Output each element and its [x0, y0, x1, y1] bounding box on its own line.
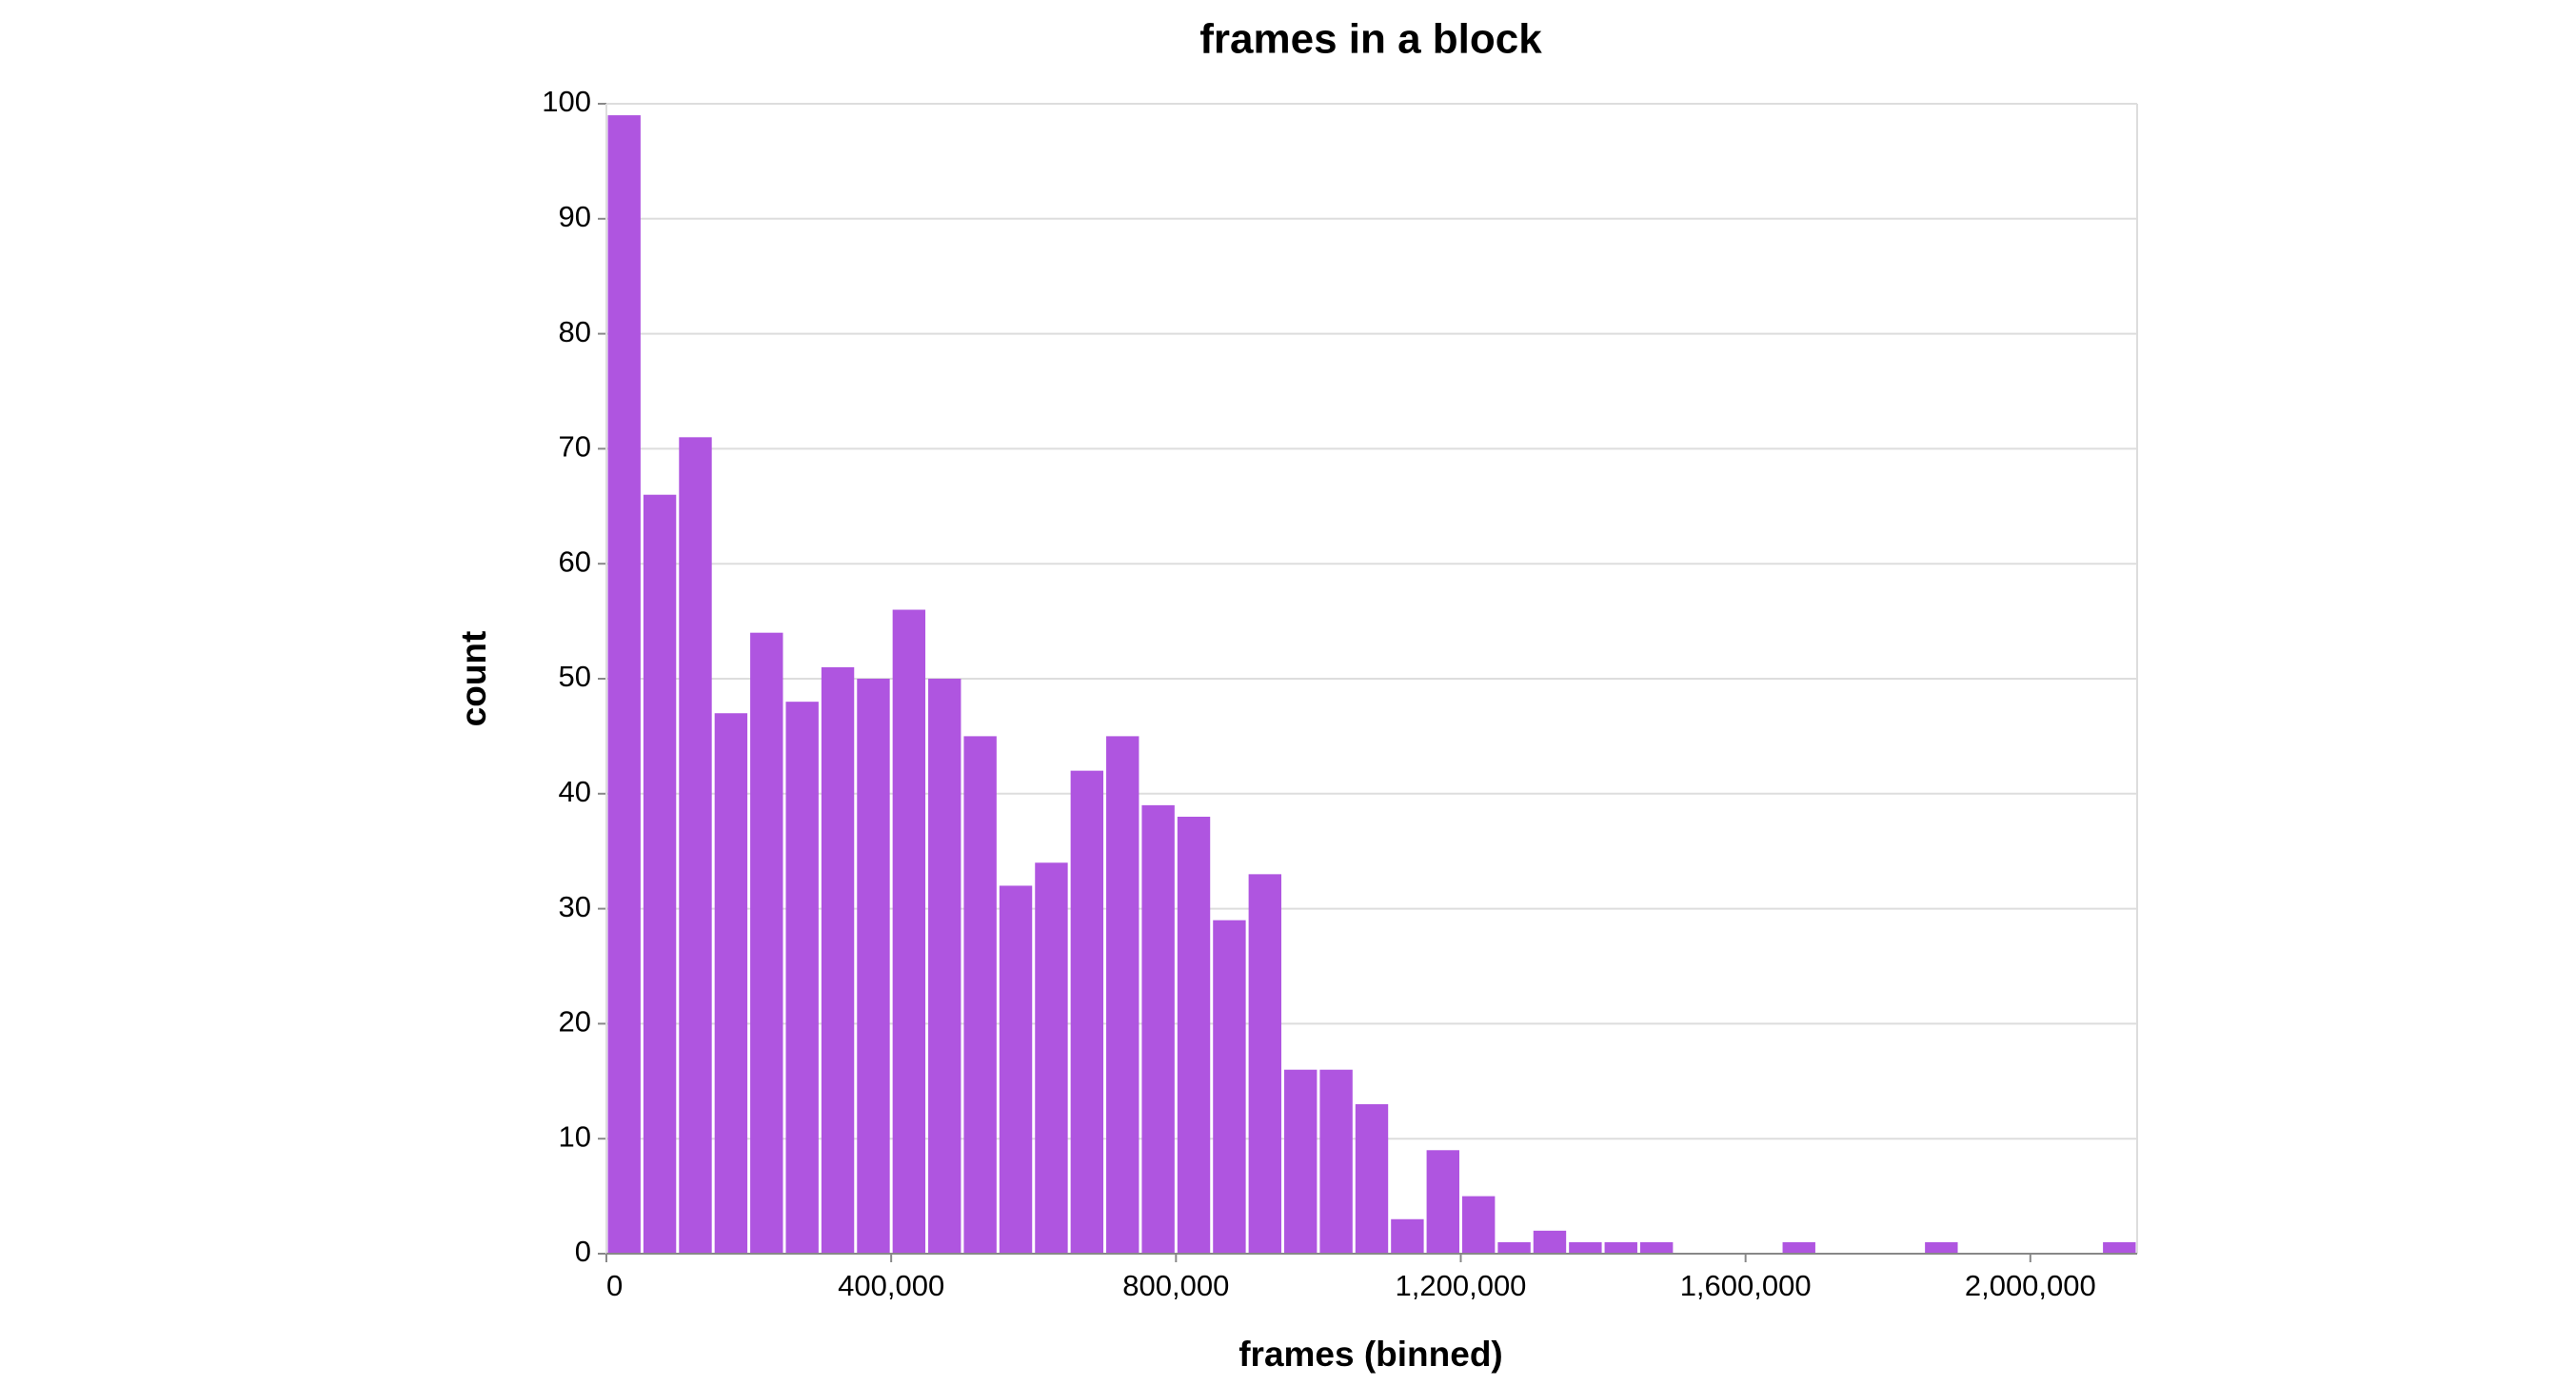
- bar: [1035, 862, 1068, 1254]
- bar: [1569, 1241, 1602, 1254]
- bar: [679, 437, 712, 1254]
- bar: [1355, 1103, 1389, 1254]
- bar: [714, 713, 748, 1254]
- bar: [1248, 874, 1282, 1254]
- bar: [892, 609, 926, 1254]
- y-tick-label: 70: [559, 430, 591, 464]
- bar: [1177, 816, 1211, 1254]
- bar: [857, 679, 890, 1254]
- bar: [928, 679, 961, 1254]
- bar: [1426, 1150, 1459, 1254]
- y-tick-label: 60: [559, 544, 591, 578]
- y-tick-label: 100: [542, 85, 591, 118]
- y-tick-label: 40: [559, 775, 591, 808]
- bar: [1497, 1241, 1531, 1254]
- bar: [1639, 1241, 1674, 1254]
- bar: [821, 666, 855, 1254]
- bar: [1070, 770, 1104, 1254]
- bar: [1213, 920, 1246, 1254]
- x-tick-label: 1,200,000: [1396, 1269, 1527, 1302]
- x-tick-label: 400,000: [838, 1269, 944, 1302]
- y-tick-label: 30: [559, 890, 591, 923]
- bar: [1782, 1241, 1815, 1254]
- x-tick-label: 800,000: [1122, 1269, 1229, 1302]
- bar: [2103, 1241, 2136, 1254]
- bar: [607, 115, 641, 1255]
- y-tick-label: 20: [559, 1005, 591, 1039]
- y-tick-label: 10: [559, 1119, 591, 1153]
- chart-title: frames in a block: [1199, 16, 1542, 63]
- bar: [999, 885, 1033, 1254]
- y-tick-label: 50: [559, 660, 591, 693]
- bar: [643, 494, 677, 1254]
- bar: [1604, 1241, 1637, 1254]
- x-tick-label: 0: [606, 1269, 623, 1302]
- y-tick-label: 0: [575, 1235, 591, 1268]
- bar: [1141, 804, 1175, 1254]
- x-axis-title: frames (binned): [1238, 1335, 1503, 1374]
- y-axis-title: count: [454, 631, 493, 727]
- bar: [1461, 1196, 1496, 1254]
- bar: [785, 702, 819, 1254]
- y-tick-label: 90: [559, 200, 591, 233]
- y-tick-label: 80: [559, 315, 591, 348]
- bar: [963, 736, 997, 1254]
- bar: [1391, 1218, 1424, 1254]
- bar: [1106, 736, 1139, 1254]
- bar: [1284, 1069, 1318, 1254]
- bar: [1533, 1230, 1567, 1254]
- bar: [1925, 1241, 1958, 1254]
- x-tick-label: 2,000,000: [1965, 1269, 2096, 1302]
- bar: [750, 632, 783, 1254]
- bar: [1319, 1069, 1353, 1254]
- x-tick-label: 1,600,000: [1680, 1269, 1812, 1302]
